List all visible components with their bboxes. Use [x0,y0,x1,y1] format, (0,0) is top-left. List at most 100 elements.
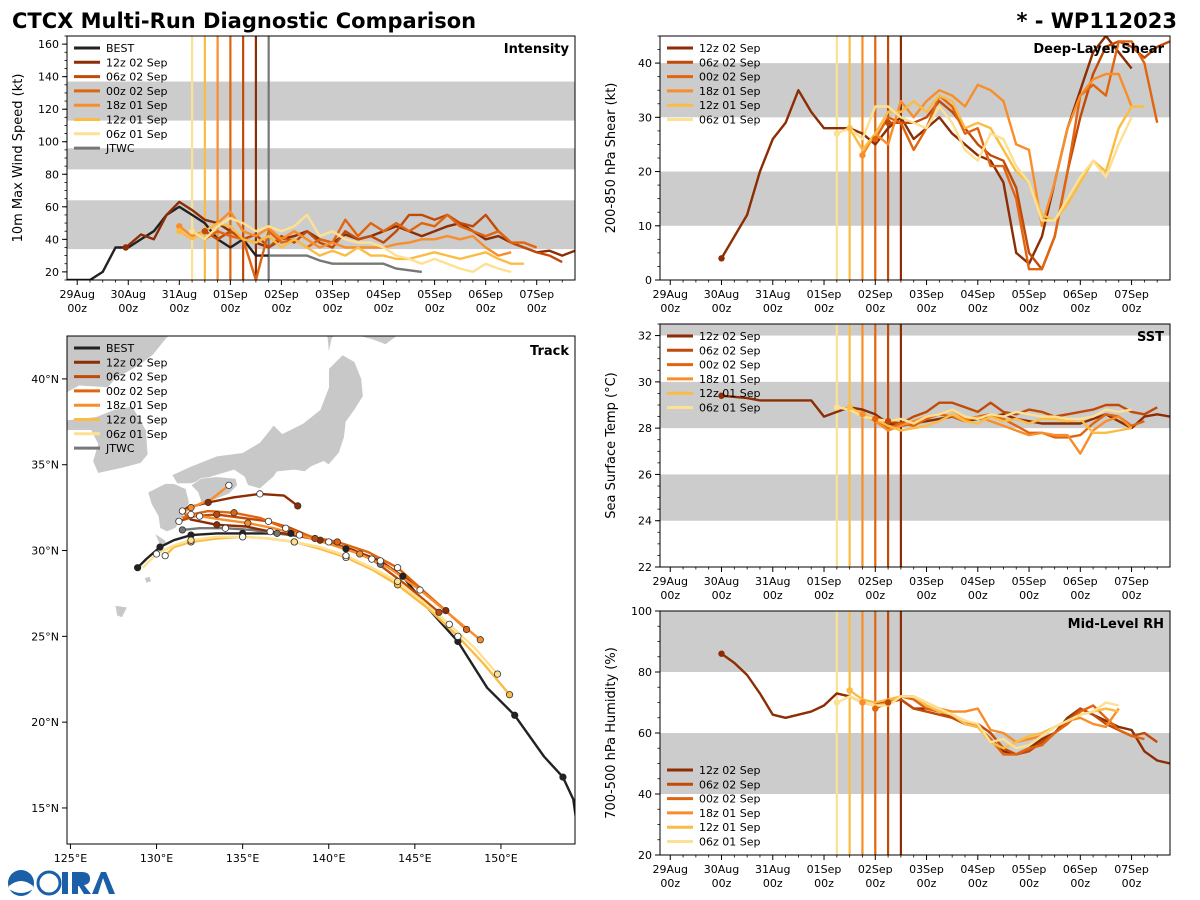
x-tick-hour: 00z [917,302,937,315]
series-line-jtwc [268,254,422,274]
x-tick-hour: 00z [660,302,680,315]
land-shape [171,354,364,490]
x-tick-date: 03Sep [909,863,944,876]
lat-label: 40°N [31,373,59,386]
track-point [178,526,186,534]
y-tick-label: 20 [638,166,652,179]
series-line-00z-02-sep [874,413,1145,439]
x-tick-hour: 00z [1122,589,1142,602]
y-tick-label: 80 [45,168,59,181]
track-point [574,834,575,837]
init-marker [188,228,196,235]
track-point [204,498,212,507]
threshold-band [660,474,1170,521]
x-tick-date: 02Sep [858,575,893,588]
track-line-best [136,532,575,820]
x-tick-hour: 00z [272,302,292,315]
track-point [134,564,142,572]
y-tick-label: 20 [45,266,59,279]
y-tick-label: 120 [38,103,59,116]
x-tick-hour: 00z [1019,589,1039,602]
legend-label: 06z 02 Sep [699,778,761,791]
track-point [394,564,402,572]
y-tick-label: 0 [645,274,652,287]
track-point [493,670,502,678]
lon-label: 150°E [484,852,517,865]
x-tick-date: 06Sep [1063,575,1098,588]
legend-label: 06z 01 Sep [699,836,761,849]
y-tick-label: 30 [638,376,652,389]
y-tick-label: 40 [638,788,652,801]
x-tick-hour: 00z [917,877,937,890]
x-tick-hour: 00z [917,589,937,602]
track-point [505,691,514,699]
x-tick-date: 02Sep [858,863,893,876]
legend-label: 12z 02 Sep [699,42,761,55]
lon-label: 145°E [398,852,431,865]
y-axis-label: 200-850 hPa Shear (kt) [604,83,619,234]
track-point [342,545,350,553]
x-tick-date: 03Sep [315,288,350,301]
axes-frame [659,323,1171,568]
lat-label: 20°N [31,716,59,729]
init-marker [859,152,866,159]
y-tick-label: 22 [638,561,652,574]
legend-label: 12z 01 Sep [106,114,168,127]
x-tick-hour: 00z [1122,877,1142,890]
track-point [511,711,519,719]
track-point [244,519,252,527]
x-tick-date: 05Sep [1012,863,1047,876]
x-tick-date: 01Sep [807,288,842,301]
y-axis-label: 700-500 hPa Humidity (%) [604,647,619,819]
x-tick-date: 04Sep [960,863,995,876]
legend-label: 12z 01 Sep [106,414,168,427]
init-marker [833,699,841,706]
track-point [454,632,462,640]
y-tick-label: 40 [45,233,59,246]
track-point [333,538,341,546]
track-point [161,552,169,560]
y-tick-label: 28 [638,422,652,435]
track-point [221,524,230,532]
x-tick-date: 31Aug [755,863,790,876]
x-tick-hour: 00z [660,589,680,602]
track-point [376,557,385,565]
init-marker [718,255,725,262]
init-marker [859,411,866,418]
x-tick-date: 03Sep [909,575,944,588]
track-point [442,606,450,615]
x-tick-hour: 00z [814,877,834,890]
x-tick-date: 05Sep [1012,575,1047,588]
legend-label: 18z 01 Sep [106,399,168,412]
series-line-06z-01-sep [836,105,1133,222]
lat-label: 15°N [31,802,59,815]
legend-label: 06z 02 Sep [699,56,761,69]
init-marker [833,130,841,137]
track-point [559,773,567,781]
lon-label: 140°E [312,852,345,865]
x-tick-hour: 00z [374,302,394,315]
init-marker [846,404,853,411]
legend-label: 00z 02 Sep [699,71,761,84]
init-marker [884,119,892,126]
threshold-band [660,733,1170,794]
series-line-06z-01-sep [191,213,512,274]
sst-panel: 22242628303229Aug00z30Aug00z31Aug00z01Se… [604,323,1171,602]
lat-label: 30°N [31,545,59,558]
init-marker [884,699,892,706]
x-tick-hour: 00z [323,302,343,315]
track-point [225,481,233,489]
y-axis-label: 10m Max Wind Speed (kt) [11,74,26,243]
x-tick-date: 04Sep [960,575,995,588]
x-tick-date: 07Sep [519,288,554,301]
series-line-12z-02-sep [124,200,575,257]
y-tick-label: 60 [45,201,59,214]
track-panel: 15°N 20°N 25°N 30°N 35°N 40°N 125°E 130°E 135°E 1… [31,335,576,865]
series-line-18z-01-sep [861,408,1133,455]
x-tick-hour: 00z [527,302,547,315]
x-tick-hour: 00z [220,302,240,315]
x-tick-date: 29Aug [653,575,688,588]
y-tick-label: 10 [638,220,652,233]
track-point [187,536,195,544]
